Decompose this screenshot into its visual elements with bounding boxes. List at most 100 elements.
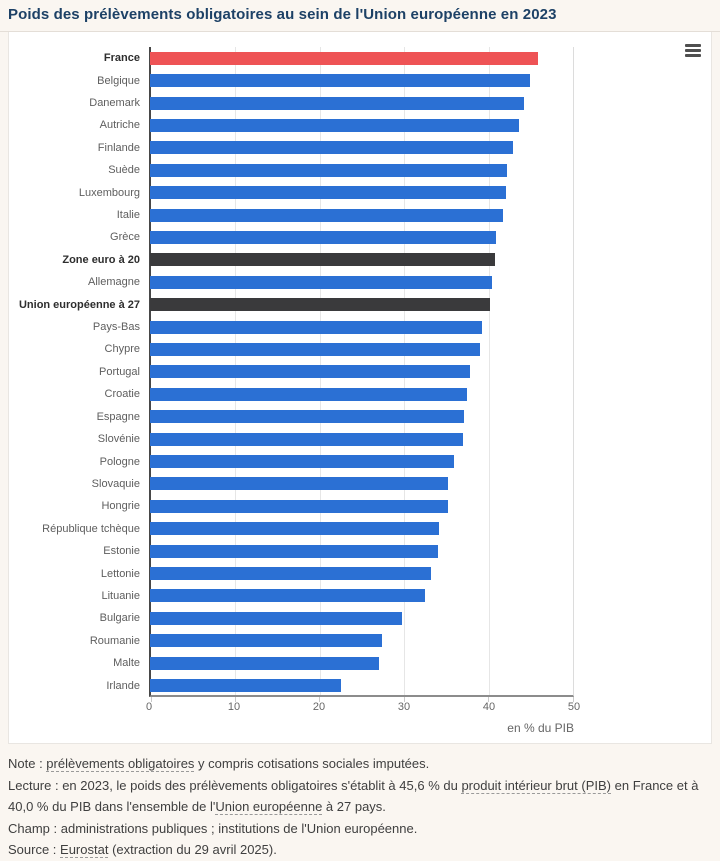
bar-normal[interactable]	[150, 679, 342, 693]
x-tick-label: 10	[227, 701, 241, 713]
bar-normal[interactable]	[150, 589, 426, 603]
category-label: Lettonie	[100, 567, 140, 580]
bar-track	[149, 230, 574, 244]
bar-track	[149, 51, 574, 65]
category-label: Slovénie	[97, 433, 140, 446]
footer-text: en France et à 40,0 % du PIB dans l'ense…	[8, 777, 699, 815]
bar-normal[interactable]	[150, 499, 448, 513]
category-label: Roumanie	[89, 634, 140, 647]
bar-normal[interactable]	[150, 230, 496, 244]
category-label: Croatie	[104, 388, 140, 401]
bars-area: France Belgique Danemark Autriche Finlande Su…	[9, 47, 711, 697]
category-label: Portugal	[99, 365, 140, 378]
bar-row: Allemagne	[9, 271, 711, 293]
bar-normal[interactable]	[150, 656, 379, 670]
bar-row: Grèce	[9, 226, 711, 248]
bar-row: Belgique	[9, 69, 711, 91]
bar-row: Suède	[9, 159, 711, 181]
bar-normal[interactable]	[150, 634, 383, 648]
bar-track	[149, 387, 574, 401]
x-axis-label: en % du PIB	[507, 721, 574, 735]
footer-link[interactable]: prélèvements obligatoires	[46, 756, 195, 772]
bar-normal[interactable]	[150, 96, 524, 110]
bar-highlight[interactable]	[150, 51, 538, 65]
category-label: Grèce	[110, 231, 140, 244]
bar-normal[interactable]	[150, 477, 449, 491]
x-axis-ticks: 0 10 20 30 40 50	[145, 701, 580, 719]
bar-row: Estonie	[9, 540, 711, 562]
category-label: Pologne	[99, 455, 140, 468]
bar-normal[interactable]	[150, 611, 402, 625]
chart-header: Poids des prélèvements obligatoires au s…	[0, 0, 720, 32]
bar-normal[interactable]	[150, 186, 507, 200]
bar-row: Pologne	[9, 450, 711, 472]
bar-normal[interactable]	[150, 320, 482, 334]
bar-track	[149, 320, 574, 334]
footer-text: à 27 pays.	[322, 799, 386, 814]
bar-track	[149, 74, 574, 88]
footer-text: Champ : administrations publiques ; inst…	[8, 820, 418, 836]
bar-row: Bulgarie	[9, 607, 711, 629]
x-tick-label: 0	[145, 701, 153, 713]
bar-row: Finlande	[9, 137, 711, 159]
bar-row: Croatie	[9, 383, 711, 405]
bar-row: Chypre	[9, 338, 711, 360]
bar-normal[interactable]	[150, 567, 432, 581]
footer-link[interactable]: produit intérieur brut (PIB)	[461, 777, 612, 794]
category-label: Belgique	[97, 74, 140, 87]
bar-normal[interactable]	[150, 163, 507, 177]
footer-link[interactable]: Eurostat	[60, 842, 109, 858]
category-label: Chypre	[104, 343, 140, 356]
bar-normal[interactable]	[150, 544, 439, 558]
bar-track	[149, 342, 574, 356]
bar-track	[149, 432, 574, 446]
category-label: Danemark	[89, 97, 140, 110]
gridline	[488, 47, 490, 695]
chart-card: France Belgique Danemark Autriche Finlande Su…	[8, 32, 712, 744]
category-label: Pays-Bas	[92, 321, 140, 334]
category-label: France	[103, 52, 140, 65]
footer-line: Note : prélèvements obligatoires y compr…	[8, 753, 712, 775]
bar-normal[interactable]	[150, 141, 513, 155]
bar-row: Slovaquie	[9, 473, 711, 495]
bar-normal[interactable]	[150, 365, 470, 379]
bar-row: République tchèque	[9, 518, 711, 540]
axis-tick-mark	[150, 697, 152, 702]
footer-link[interactable]: Union européenne	[215, 799, 323, 815]
footer-text: Lecture : en 2023, le poids des prélèvem…	[8, 777, 462, 793]
bar-normal[interactable]	[150, 387, 468, 401]
bar-track	[149, 410, 574, 424]
category-label: Irlande	[106, 679, 140, 692]
bar-aggregate[interactable]	[150, 253, 496, 267]
bar-normal[interactable]	[150, 432, 463, 446]
bar-row: Espagne	[9, 406, 711, 428]
category-label: Zone euro à 20	[62, 253, 140, 266]
axis-tick-mark	[488, 697, 490, 702]
bar-row: Autriche	[9, 114, 711, 136]
bar-normal[interactable]	[150, 342, 480, 356]
bar-normal[interactable]	[150, 118, 519, 132]
bar-track	[149, 522, 574, 536]
category-label: Hongrie	[101, 500, 140, 513]
category-label: Malte	[113, 657, 140, 670]
bar-normal[interactable]	[150, 208, 503, 222]
bar-track	[149, 567, 574, 581]
bar-track	[149, 141, 574, 155]
bar-normal[interactable]	[150, 410, 464, 424]
bar-normal[interactable]	[150, 275, 492, 289]
bar-normal[interactable]	[150, 455, 455, 469]
axis-tick-mark	[572, 697, 574, 702]
footer-line: Lecture : en 2023, le poids des prélèvem…	[8, 775, 712, 818]
bar-track	[149, 298, 574, 312]
bar-normal[interactable]	[150, 74, 530, 88]
category-label: Espagne	[96, 410, 140, 423]
bar-track	[149, 656, 574, 670]
axis-tick-mark	[403, 697, 405, 702]
chart-context-menu-icon[interactable]	[685, 44, 701, 57]
bar-aggregate[interactable]	[150, 298, 490, 312]
bar-track	[149, 186, 574, 200]
bar-track	[149, 589, 574, 603]
bar-row: Malte	[9, 652, 711, 674]
category-label: Luxembourg	[78, 186, 140, 199]
bar-normal[interactable]	[150, 522, 439, 536]
